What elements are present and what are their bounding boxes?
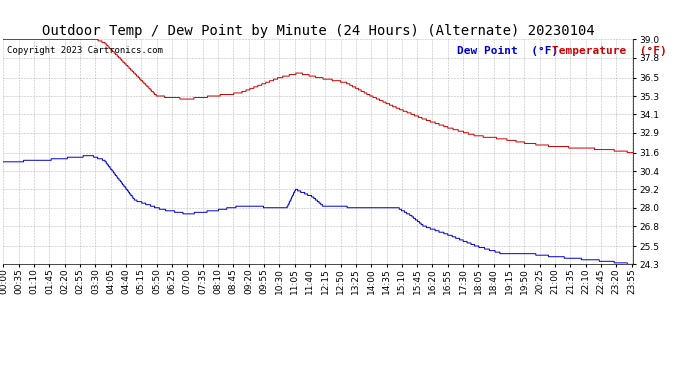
Text: Temperature  (°F): Temperature (°F) <box>551 46 667 56</box>
Title: Outdoor Temp / Dew Point by Minute (24 Hours) (Alternate) 20230104: Outdoor Temp / Dew Point by Minute (24 H… <box>42 24 595 38</box>
Text: Copyright 2023 Cartronics.com: Copyright 2023 Cartronics.com <box>7 46 162 55</box>
Text: Dew Point  (°F): Dew Point (°F) <box>457 46 558 56</box>
